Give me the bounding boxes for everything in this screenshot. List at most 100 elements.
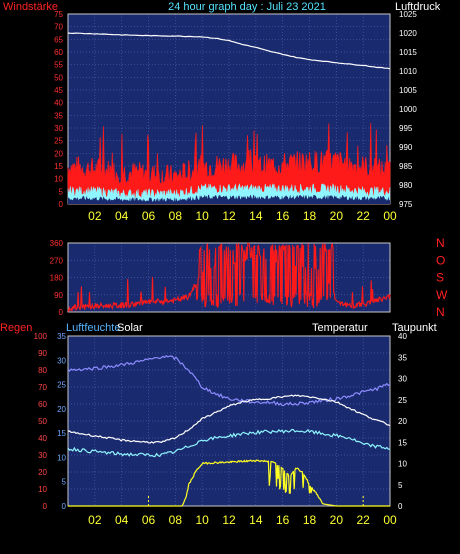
legend-solar: Solar — [117, 322, 143, 334]
temperature-ytick: 35 — [398, 353, 407, 362]
wind-ytick: 50 — [54, 73, 63, 82]
wind-ytick: 55 — [54, 61, 63, 70]
wind-pressure-xtick: 00 — [383, 209, 397, 223]
pressure-ytick: 1020 — [399, 29, 417, 38]
pressure-ytick: 975 — [399, 200, 413, 209]
direction-ytick: 360 — [50, 239, 64, 248]
header-right-label: Luftdruck — [395, 1, 441, 13]
wind-pressure-xtick: 14 — [249, 209, 263, 223]
temp-humidity-xtick: 12 — [222, 513, 236, 527]
direction-ytick: 0 — [59, 308, 64, 317]
header-left-label: Windstärke — [3, 1, 58, 13]
direction-label: W — [436, 288, 448, 302]
wind-ytick: 40 — [54, 99, 63, 108]
rain-axis-label: Regen — [0, 322, 32, 334]
temp-humidity-frame — [67, 335, 391, 507]
dewpoint-axis-label: Taupunkt — [392, 322, 437, 334]
temp-humidity-xtick: 22 — [356, 513, 370, 527]
rain-ytick: 100 — [34, 332, 48, 341]
direction-label: O — [436, 253, 445, 267]
dewpoint-series — [67, 428, 390, 458]
pressure-ytick: 985 — [399, 162, 413, 171]
wind-pressure-panel: 0510152025303540455055606570759759809859… — [54, 10, 417, 223]
rain-ytick: 10 — [38, 485, 47, 494]
humidity-axis-label: Luftfeuchte — [66, 322, 120, 334]
humidity-series — [67, 354, 391, 407]
wind-pressure-xtick: 02 — [88, 209, 102, 223]
rain-ytick: 40 — [38, 434, 47, 443]
wind-ytick: 75 — [54, 10, 63, 19]
temp-humidity-xtick: 18 — [303, 513, 317, 527]
direction-ytick: 180 — [50, 274, 64, 283]
pressure-ytick: 1010 — [399, 67, 417, 76]
wind-pressure-xtick: 22 — [356, 209, 370, 223]
temp-humidity-xtick: 14 — [249, 513, 263, 527]
wind-ytick: 65 — [54, 35, 63, 44]
humidity-ytick: 35 — [57, 332, 66, 341]
temperature-ytick: 25 — [398, 396, 407, 405]
temperature-ytick: 5 — [398, 481, 403, 490]
wind-calm-series — [68, 194, 390, 204]
wind-pressure-xtick: 04 — [115, 209, 129, 223]
humidity-ytick: 20 — [57, 405, 66, 414]
humidity-ytick: 25 — [57, 381, 66, 390]
temperature-ytick: 0 — [398, 502, 403, 511]
legend-temperature: Temperatur — [312, 322, 368, 334]
direction-label: N — [436, 236, 445, 250]
direction-label: N — [436, 305, 445, 319]
wind-pressure-xtick: 20 — [330, 209, 344, 223]
temperature-ytick: 20 — [398, 417, 407, 426]
rain-ytick: 70 — [38, 383, 47, 392]
wind-pressure-xtick: 16 — [276, 209, 290, 223]
wind-ytick: 35 — [54, 111, 63, 120]
wind-ytick: 70 — [54, 23, 63, 32]
wind-ytick: 0 — [59, 200, 64, 209]
wind-direction-frame — [67, 242, 391, 313]
wind-ytick: 45 — [54, 86, 63, 95]
wind-ytick: 60 — [54, 48, 63, 57]
pressure-ytick: 1015 — [399, 48, 417, 57]
humidity-ytick: 15 — [57, 429, 66, 438]
rain-ytick: 50 — [38, 417, 47, 426]
humidity-ytick: 30 — [57, 356, 66, 365]
temp-humidity-xtick: 02 — [88, 513, 102, 527]
wind-pressure-xtick: 10 — [195, 209, 209, 223]
temperature-ytick: 30 — [398, 375, 407, 384]
direction-ytick: 270 — [50, 256, 64, 265]
wind-ytick: 15 — [54, 162, 63, 171]
temp-humidity-xtick: 16 — [276, 513, 290, 527]
rain-ytick: 60 — [38, 400, 47, 409]
direction-label: S — [436, 271, 444, 285]
rain-ytick: 80 — [38, 366, 47, 375]
pressure-ytick: 995 — [399, 124, 413, 133]
wind-ytick: 10 — [54, 175, 63, 184]
wind-pressure-xtick: 18 — [303, 209, 317, 223]
wind-ytick: 25 — [54, 137, 63, 146]
humidity-ytick: 5 — [62, 478, 67, 487]
pressure-series — [67, 32, 391, 70]
pressure-ytick: 1025 — [399, 10, 417, 19]
pressure-ytick: 1005 — [399, 86, 417, 95]
pressure-ytick: 1000 — [399, 105, 417, 114]
rain-ytick: 30 — [38, 451, 47, 460]
solar-series — [68, 459, 390, 507]
header-title: 24 hour graph day : Juli 23 2021 — [168, 1, 326, 13]
wind-pressure-xtick: 08 — [169, 209, 183, 223]
rain-ytick: 20 — [38, 468, 47, 477]
humidity-ytick: 10 — [57, 453, 66, 462]
wind-pressure-xtick: 06 — [142, 209, 156, 223]
temperature-ytick: 10 — [398, 460, 407, 469]
wind-pressure-xtick: 12 — [222, 209, 236, 223]
wind-ytick: 5 — [59, 187, 64, 196]
temperature-ytick: 40 — [398, 332, 407, 341]
temperature-series — [67, 394, 391, 444]
pressure-ytick: 990 — [399, 143, 413, 152]
temp-humidity-xtick: 10 — [195, 513, 209, 527]
temp-humidity-xtick: 08 — [169, 513, 183, 527]
wind-ytick: 20 — [54, 149, 63, 158]
pressure-ytick: 980 — [399, 181, 413, 190]
